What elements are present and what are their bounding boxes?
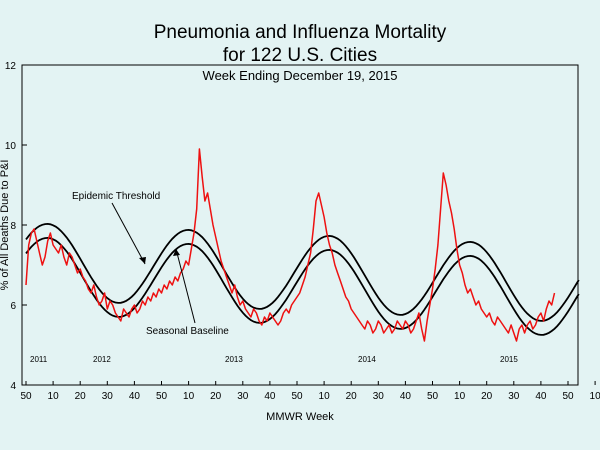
epidemic-threshold-line — [25, 222, 580, 322]
year-label: 2011 — [30, 355, 48, 364]
x-tick-label: 40 — [535, 391, 547, 402]
y-tick-label: 6 — [10, 301, 16, 312]
x-tick-label: 20 — [481, 391, 493, 402]
x-tick-label: 10 — [590, 391, 600, 402]
epidemic-threshold-label: Epidemic Threshold — [72, 191, 160, 202]
year-label: 2014 — [358, 355, 376, 364]
x-tick-label: 10 — [319, 391, 331, 402]
x-tick-label: 20 — [210, 391, 222, 402]
year-label: 2015 — [500, 355, 518, 364]
year-label: 2012 — [93, 355, 111, 364]
x-tick-label: 30 — [508, 391, 520, 402]
pi-mortality-line — [25, 148, 556, 342]
seasonal-baseline-arrowhead — [173, 249, 180, 256]
x-tick-label: 40 — [129, 391, 141, 402]
x-tick-label: 10 — [454, 391, 466, 402]
x-tick-label: 50 — [156, 391, 168, 402]
x-tick-label: 10 — [48, 391, 60, 402]
plot-area: 4 6 8 10 12 50 10 20 30 40 50 10 20 30 40 50 10 20 30 40 50 1… — [5, 61, 600, 402]
y-tick-label: 8 — [10, 221, 16, 232]
y-tick-label: 10 — [5, 141, 17, 152]
x-tick-label: 50 — [427, 391, 439, 402]
chart-subtitle: Week Ending December 19, 2015 — [203, 68, 398, 83]
chart-title-line1: Pneumonia and Influenza Mortality — [154, 22, 447, 43]
x-tick-label: 20 — [75, 391, 87, 402]
seasonal-baseline-arrow — [175, 248, 196, 324]
x-axis-label: MMWR Week — [266, 411, 334, 423]
x-tick-label: 40 — [400, 391, 412, 402]
y-tick-label: 4 — [10, 381, 16, 392]
y-axis-label: % of All Deaths Due to P&I — [0, 160, 11, 291]
chart-title-line2: for 122 U.S. Cities — [223, 45, 377, 66]
x-tick-label: 30 — [102, 391, 114, 402]
year-label: 2013 — [225, 355, 243, 364]
x-tick-label: 40 — [264, 391, 276, 402]
seasonal-baseline-label: Seasonal Baseline — [146, 326, 229, 337]
plot-frame — [21, 64, 579, 386]
x-tick-label: 20 — [346, 391, 358, 402]
epidemic-threshold-arrow — [111, 202, 146, 265]
x-tick-label: 30 — [373, 391, 385, 402]
x-tick-label: 50 — [20, 391, 32, 402]
x-tick-label: 10 — [183, 391, 195, 402]
x-tick-label: 50 — [291, 391, 303, 402]
x-tick-label: 30 — [237, 391, 249, 402]
x-tick-label: 50 — [562, 391, 574, 402]
y-tick-label: 12 — [5, 61, 17, 72]
epidemic-threshold-arrowhead — [139, 257, 146, 264]
